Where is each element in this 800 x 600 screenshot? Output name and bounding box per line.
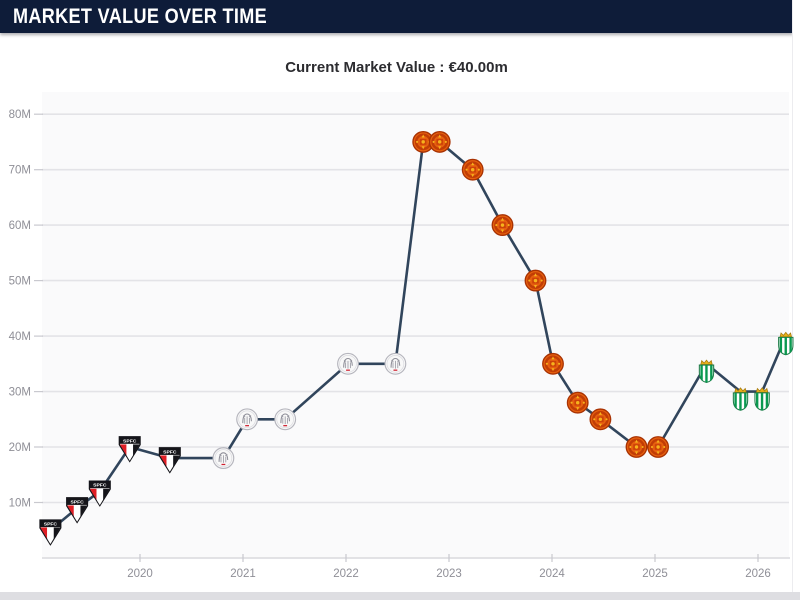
- data-point-real-betis-crest-icon[interactable]: [699, 360, 713, 383]
- x-tick-label: 2021: [230, 568, 256, 580]
- y-tick-label: 80M: [9, 109, 31, 121]
- y-tick-label: 50M: [9, 276, 31, 288]
- y-tick-label: 70M: [9, 165, 31, 177]
- data-point-manchester-united-crest-icon[interactable]: [625, 435, 648, 459]
- data-point-ajax-crest-icon[interactable]: [274, 408, 297, 431]
- data-point-manchester-united-crest-icon[interactable]: [461, 158, 485, 182]
- data-point-real-betis-crest-icon[interactable]: [755, 388, 769, 411]
- data-point-real-betis-crest-icon[interactable]: [779, 332, 793, 355]
- y-tick-label: 30M: [9, 387, 31, 399]
- data-point-manchester-united-crest-icon[interactable]: [646, 435, 670, 459]
- data-point-ajax-crest-icon[interactable]: [384, 352, 407, 375]
- plot-area: [42, 92, 789, 558]
- data-point-ajax-crest-icon[interactable]: [236, 408, 259, 431]
- bottom-strip: [0, 592, 800, 600]
- data-point-manchester-united-crest-icon[interactable]: [541, 352, 565, 376]
- y-tick-label: 60M: [9, 220, 31, 232]
- x-tick-label: 2026: [745, 568, 771, 580]
- current-market-value-label: Current Market Value : €40.00m: [285, 59, 508, 76]
- data-point-real-betis-crest-icon[interactable]: [733, 388, 747, 411]
- x-tick-label: 2023: [436, 568, 462, 580]
- data-point-manchester-united-crest-icon[interactable]: [588, 407, 612, 431]
- y-tick-label: 10M: [9, 498, 31, 510]
- page-title: MARKET VALUE OVER TIME: [13, 4, 268, 28]
- x-tick-label: 2022: [333, 568, 359, 580]
- data-point-ajax-crest-icon[interactable]: [212, 447, 235, 470]
- y-tick-label: 20M: [9, 442, 31, 454]
- header-bar: MARKET VALUE OVER TIME: [0, 0, 793, 33]
- x-tick-label: 2025: [642, 568, 668, 580]
- data-point-manchester-united-crest-icon[interactable]: [524, 269, 547, 293]
- data-point-manchester-united-crest-icon[interactable]: [491, 213, 514, 237]
- data-point-manchester-united-crest-icon[interactable]: [566, 391, 590, 415]
- data-point-ajax-crest-icon[interactable]: [337, 352, 359, 375]
- y-tick-label: 40M: [9, 331, 31, 343]
- x-tick-label: 2020: [127, 568, 153, 580]
- data-point-manchester-united-crest-icon[interactable]: [428, 130, 452, 154]
- right-gutter: [792, 0, 800, 600]
- x-tick-label: 2024: [539, 568, 565, 580]
